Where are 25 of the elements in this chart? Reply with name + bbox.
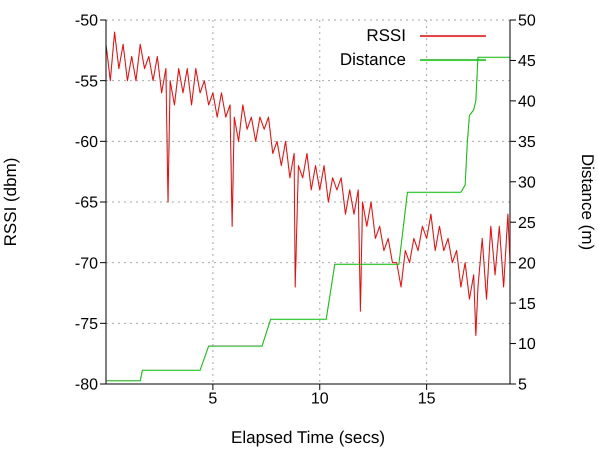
y-tick-label: -80 xyxy=(74,376,98,394)
y2-tick-label: 45 xyxy=(518,53,536,70)
y2-tick-label: 40 xyxy=(518,94,536,111)
legend-label: Distance xyxy=(340,50,406,70)
y2-tick-label: 50 xyxy=(518,12,536,30)
y2-tick-label: 10 xyxy=(518,336,536,354)
x-axis-title: Elapsed Time (secs) xyxy=(231,428,385,447)
legend-label: RSSI xyxy=(365,26,406,46)
x-tick-label: 5 xyxy=(208,390,218,408)
y-tick-label: -65 xyxy=(74,194,98,212)
y-tick-label: -60 xyxy=(74,134,98,152)
y-tick-label: -75 xyxy=(74,316,98,334)
y2-tick-label: 15 xyxy=(518,296,536,313)
y2-axis-title: Distance (m) xyxy=(578,154,597,250)
y-tick-label: -55 xyxy=(74,73,98,90)
y2-tick-label: 30 xyxy=(518,174,536,192)
y2-tick-label: 25 xyxy=(518,214,536,232)
y-axis-title: RSSI (dbm) xyxy=(1,158,20,246)
x-tick-label: 15 xyxy=(418,390,436,408)
y-tick-label: -50 xyxy=(74,12,98,30)
x-tick-label: 10 xyxy=(310,390,329,408)
y-tick-label: -70 xyxy=(74,255,98,272)
y2-tick-label: 35 xyxy=(518,134,536,152)
y2-tick-label: 5 xyxy=(518,376,527,394)
y2-tick-label: 20 xyxy=(518,255,536,272)
